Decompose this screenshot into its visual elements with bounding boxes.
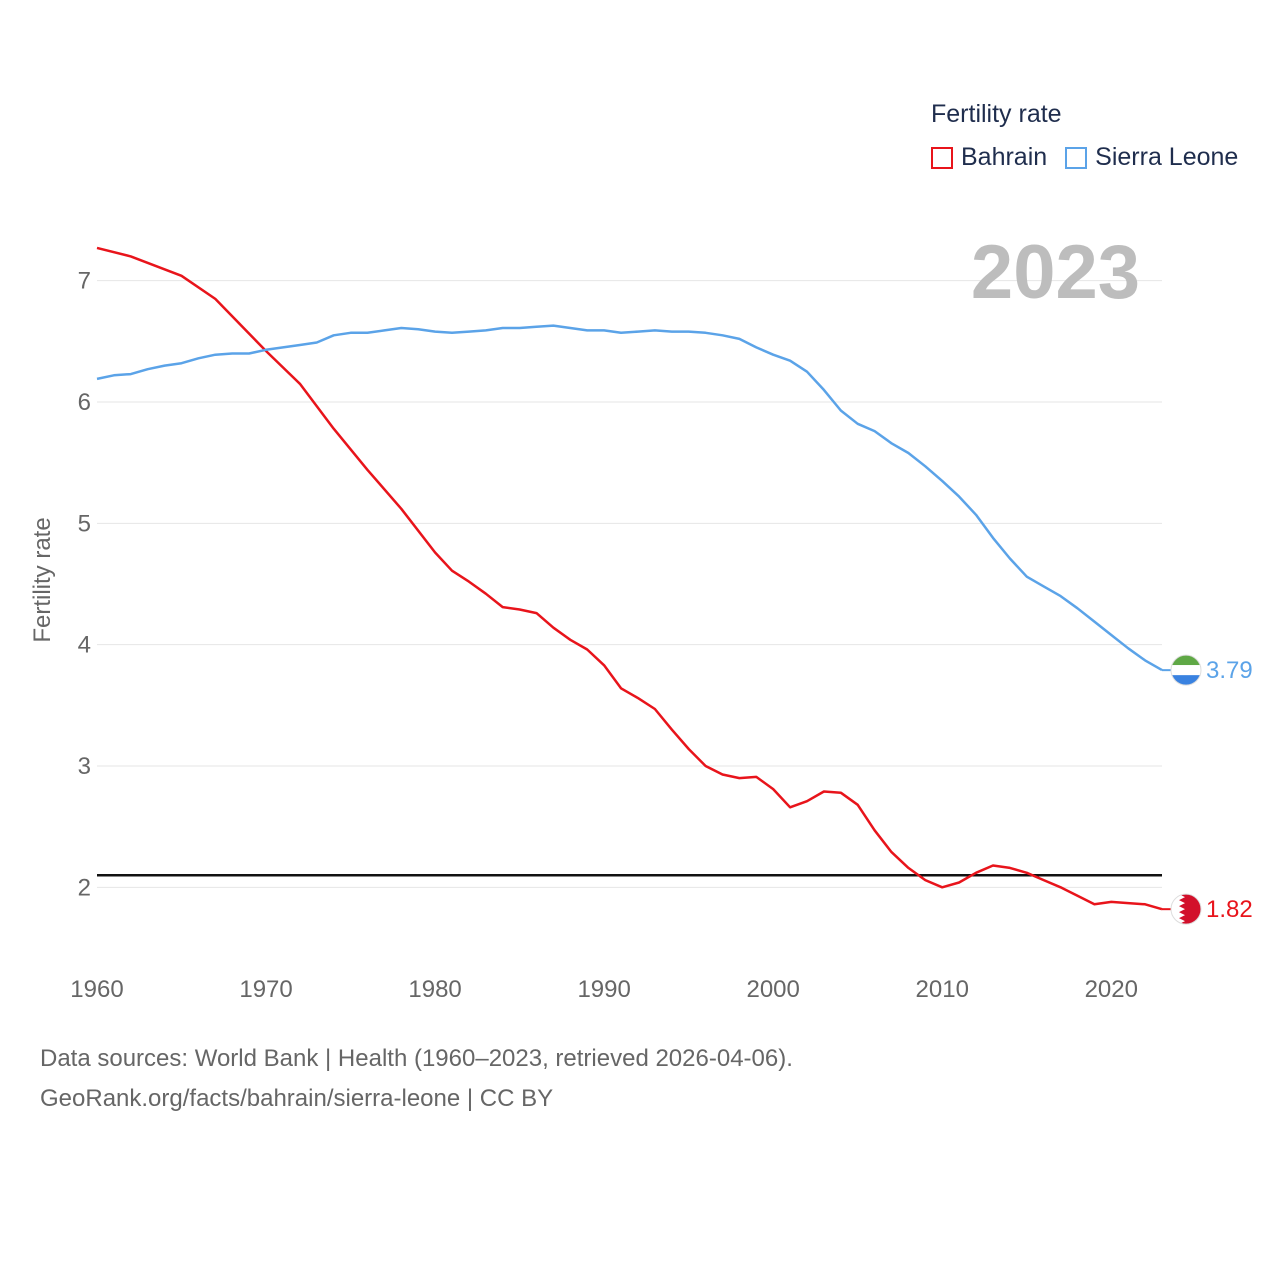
x-tick-label: 2000: [746, 976, 799, 1003]
x-axis-ticks: 1960 1970 1980 1990 2000 2010 2020: [70, 976, 1138, 1003]
y-tick-label: 3: [78, 753, 91, 780]
y-tick-label: 4: [78, 632, 91, 659]
series-line-sierra-leone: [96, 324, 1163, 672]
year-label: 2023: [971, 230, 1140, 315]
series-line-bahrain: [96, 246, 1163, 911]
legend-title: Fertility rate: [931, 100, 1062, 128]
end-value-bahrain: 1.82: [1206, 896, 1253, 923]
end-value-sierra-leone: 3.79: [1206, 657, 1253, 684]
sierra-leone-flag-icon: [1170, 654, 1202, 686]
footer-sources: Data sources: World Bank | Health (1960–…: [40, 1045, 793, 1072]
y-tick-label: 2: [78, 874, 91, 901]
legend-item-bahrain[interactable]: Bahrain: [931, 143, 1047, 172]
y-tick-label: 7: [78, 268, 91, 295]
legend-label-bahrain: Bahrain: [961, 143, 1048, 171]
x-tick-label: 1970: [239, 976, 292, 1003]
x-tick-label: 2020: [1085, 976, 1138, 1003]
gridlines: [97, 280, 1162, 888]
y-axis-ticks: 2 3 4 5 6 7: [78, 268, 91, 902]
legend-swatch-bahrain: [931, 146, 953, 169]
bahrain-flag-icon: [1170, 893, 1202, 925]
series-end-markers: 1.82 3.79: [1162, 654, 1253, 925]
legend-item-sierra-leone[interactable]: Sierra Leone: [1065, 143, 1238, 172]
x-tick-label: 1980: [408, 976, 461, 1003]
series-lines: [96, 246, 1163, 911]
y-tick-label: 6: [78, 389, 91, 416]
legend-label-sierra-leone: Sierra Leone: [1095, 143, 1239, 171]
x-tick-label: 2010: [916, 976, 969, 1003]
legend-swatch-sierra-leone: [1065, 146, 1088, 169]
x-tick-label: 1960: [70, 976, 123, 1003]
footer-credit: GeoRank.org/facts/bahrain/sierra-leone |…: [40, 1085, 554, 1112]
legend: Bahrain Sierra Leone: [931, 143, 1256, 172]
y-tick-label: 5: [78, 510, 91, 537]
x-tick-label: 1990: [577, 976, 630, 1003]
y-axis-label: Fertility rate: [29, 517, 56, 642]
